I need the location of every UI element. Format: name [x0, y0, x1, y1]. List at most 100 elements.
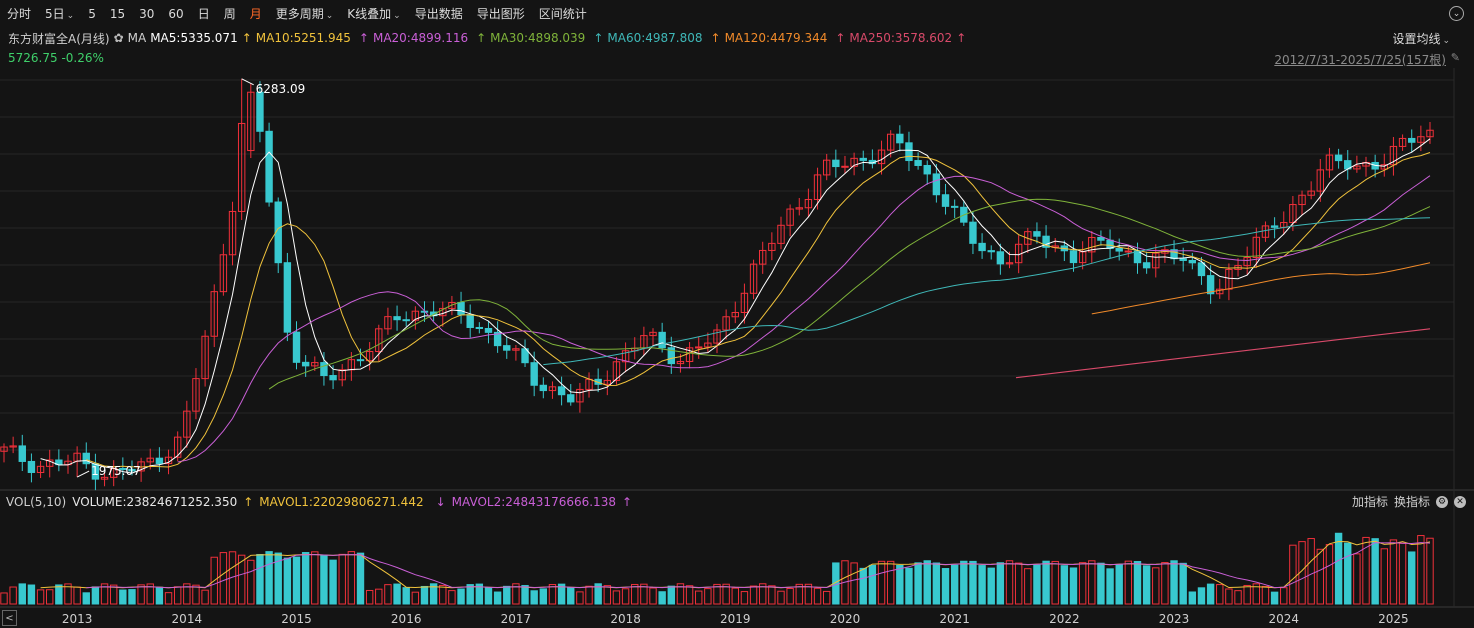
- add-indicator-button[interactable]: 加指标: [1351, 495, 1388, 509]
- candle-body: [667, 347, 675, 365]
- toolbar-item-2[interactable]: 5: [81, 7, 103, 21]
- candle-body: [1316, 169, 1325, 192]
- change-percent: -0.26%: [61, 51, 104, 65]
- candle-body: [146, 457, 154, 463]
- toolbar-item-5[interactable]: 60: [161, 7, 190, 21]
- candle-body: [1069, 250, 1078, 264]
- volume-bar: [82, 592, 90, 605]
- range-label[interactable]: 2012/7/31-2025/7/25(157根): [1274, 53, 1446, 67]
- switch-indicator-button[interactable]: 换指标: [1393, 495, 1430, 509]
- candle-body: [384, 316, 392, 330]
- volume-bar: [320, 554, 328, 605]
- volume-bar: [173, 586, 182, 605]
- candle-body: [1088, 236, 1096, 253]
- volume-bar: [786, 587, 794, 605]
- candle-body: [1325, 154, 1334, 171]
- toolbar-item-9[interactable]: 更多周期 ⌄: [269, 5, 341, 22]
- candle-body: [804, 199, 813, 209]
- annotation-pointer: [241, 78, 254, 86]
- candle-body: [777, 224, 785, 244]
- candle-body: [1005, 262, 1014, 265]
- mavol2-value: ↓ MAVOL2:24843176666.138 ↑: [436, 495, 638, 509]
- volume-bar: [128, 589, 136, 605]
- ma120-value: ↑ MA120:4479.344: [711, 31, 832, 45]
- volume-bar: [804, 583, 813, 605]
- volume-bar: [841, 560, 849, 605]
- volume-bar: [484, 587, 493, 605]
- volume-bar: [914, 562, 922, 605]
- candle-body: [1353, 165, 1361, 170]
- candle-body: [119, 467, 127, 470]
- candle-body: [594, 378, 602, 385]
- collapse-icon[interactable]: ⌄: [1449, 6, 1464, 21]
- candle-body: [1298, 194, 1306, 206]
- volume-bar: [695, 590, 703, 605]
- candle-body: [1152, 252, 1160, 269]
- x-tick-label: 2023: [1159, 612, 1190, 626]
- toolbar-item-10[interactable]: K线叠加 ⌄: [340, 5, 407, 22]
- x-tick-label: 2015: [281, 612, 312, 626]
- ma5-value: MA5:5335.071: [150, 31, 238, 45]
- toolbar-item-3[interactable]: 15: [103, 7, 132, 21]
- mavol2-line: [86, 542, 1431, 589]
- volume-bar: [1234, 590, 1242, 605]
- settings-icon[interactable]: ⚙: [1436, 495, 1448, 508]
- volume-bar: [393, 583, 401, 605]
- toolbar-item-1[interactable]: 5日 ⌄: [38, 5, 81, 22]
- up-arrow-icon: ↑: [835, 31, 846, 45]
- volume-bar: [1261, 585, 1270, 605]
- chevron-down-icon: ⌄: [325, 11, 334, 21]
- volume-bar: [896, 564, 904, 605]
- toolbar-item-0[interactable]: 分时: [0, 5, 38, 22]
- chevron-down-icon: ⌄: [1442, 36, 1450, 46]
- ma-settings-button[interactable]: 设置均线 ⌄: [1392, 30, 1450, 47]
- candle-body: [658, 331, 666, 349]
- volume-bar: [73, 586, 81, 605]
- volume-bar: [1097, 562, 1105, 605]
- toolbar-item-8[interactable]: 月: [243, 5, 269, 22]
- candle-body: [1097, 236, 1105, 241]
- volume-bar: [941, 568, 950, 605]
- volume-bar: [329, 559, 337, 605]
- toolbar-item-6[interactable]: 日: [191, 5, 217, 22]
- candle-body: [265, 130, 273, 203]
- volume-bar: [1161, 562, 1169, 605]
- close-icon[interactable]: ✕: [1454, 495, 1466, 508]
- candle-body: [795, 207, 803, 210]
- candle-body: [841, 165, 849, 168]
- volume-bar: [1088, 560, 1096, 605]
- pin-icon[interactable]: ✎: [1450, 51, 1460, 64]
- ma5-line: [40, 138, 1431, 474]
- volume-bar: [1014, 562, 1023, 605]
- chevron-down-icon: ⌄: [393, 11, 401, 21]
- volume-bar: [731, 587, 739, 605]
- volume-bar: [1325, 544, 1334, 605]
- candle-body: [859, 157, 867, 161]
- volume-bar: [1152, 567, 1160, 605]
- volume-bar: [1124, 560, 1133, 605]
- toolbar-item-11[interactable]: 导出数据: [408, 5, 470, 22]
- candle-body: [1334, 154, 1343, 162]
- volume-bar: [1280, 587, 1288, 605]
- candle-body: [923, 164, 931, 175]
- volume-bar: [1334, 532, 1343, 605]
- volume-bar: [1060, 565, 1069, 605]
- candle-body: [448, 302, 456, 309]
- ma10-line: [86, 152, 1431, 468]
- toolbar-item-12[interactable]: 导出图形: [470, 5, 532, 22]
- toolbar-item-4[interactable]: 30: [132, 7, 161, 21]
- volume-bar: [466, 584, 474, 605]
- volume-bar: [1398, 542, 1407, 605]
- volume-bar: [1353, 553, 1361, 605]
- volume-bar: [439, 584, 447, 605]
- toolbar-item-13[interactable]: 区间统计: [532, 5, 594, 22]
- volume-bar: [1243, 584, 1251, 605]
- scroll-left-icon[interactable]: <: [2, 610, 17, 626]
- volume-bar: [1216, 584, 1224, 605]
- volume-bar: [795, 583, 803, 605]
- toolbar-item-7[interactable]: 周: [217, 5, 243, 22]
- candle-body: [219, 254, 228, 293]
- candle-body: [1243, 257, 1251, 267]
- gear-icon[interactable]: ✿: [113, 31, 124, 45]
